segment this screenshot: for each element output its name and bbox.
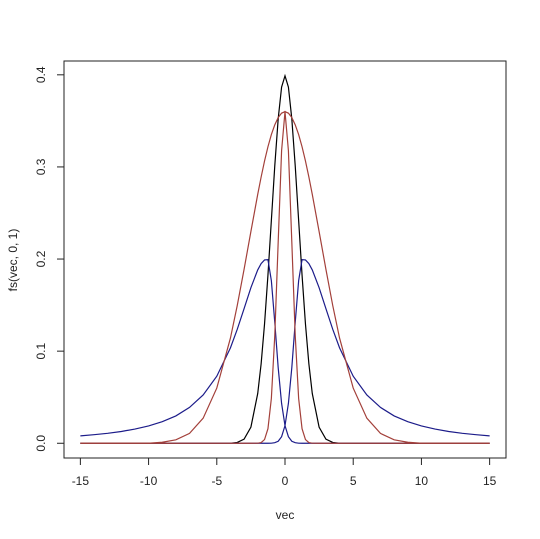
plot-frame [63,60,507,459]
y-tick-label: 0.0 [34,435,48,452]
y-tick-label: 0.2 [34,250,48,267]
series-line [80,110,490,444]
y-tick-label: 0.1 [34,342,48,359]
series-line [80,110,490,444]
x-tick-label: 10 [415,474,429,488]
series-line [80,259,490,444]
x-tick-label: -5 [211,474,222,488]
x-tick-label: 0 [282,474,289,488]
y-axis-label: fs(vec, 0, 1) [6,229,20,292]
x-tick-label: -10 [140,474,158,488]
y-tick-label: 0.3 [34,158,48,175]
y-tick-label: 0.4 [34,66,48,83]
series-line [80,259,490,444]
series-line [80,73,490,444]
x-tick-label: 15 [483,474,497,488]
x-axis-label: vec [276,508,295,522]
x-tick-label: 5 [350,474,357,488]
x-tick-label: -15 [72,474,90,488]
